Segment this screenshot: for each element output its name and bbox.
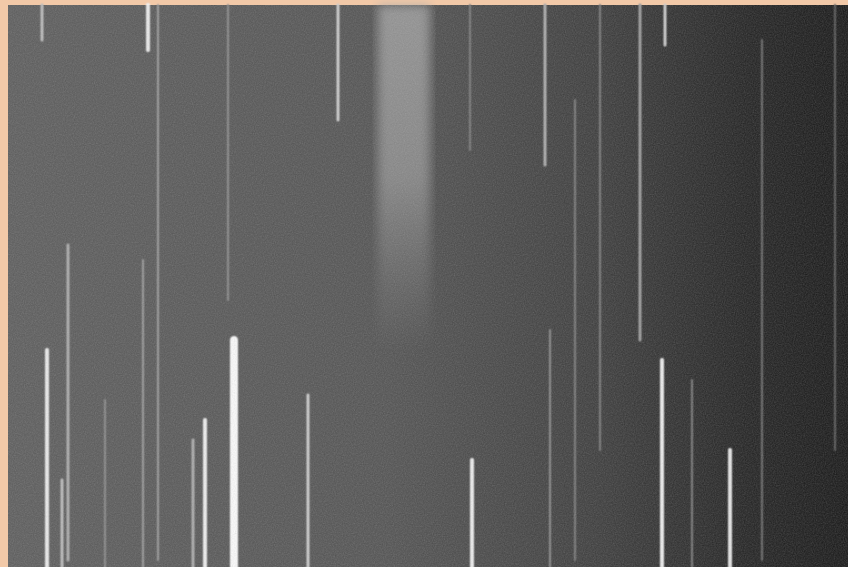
sensor-noise [8, 5, 848, 567]
